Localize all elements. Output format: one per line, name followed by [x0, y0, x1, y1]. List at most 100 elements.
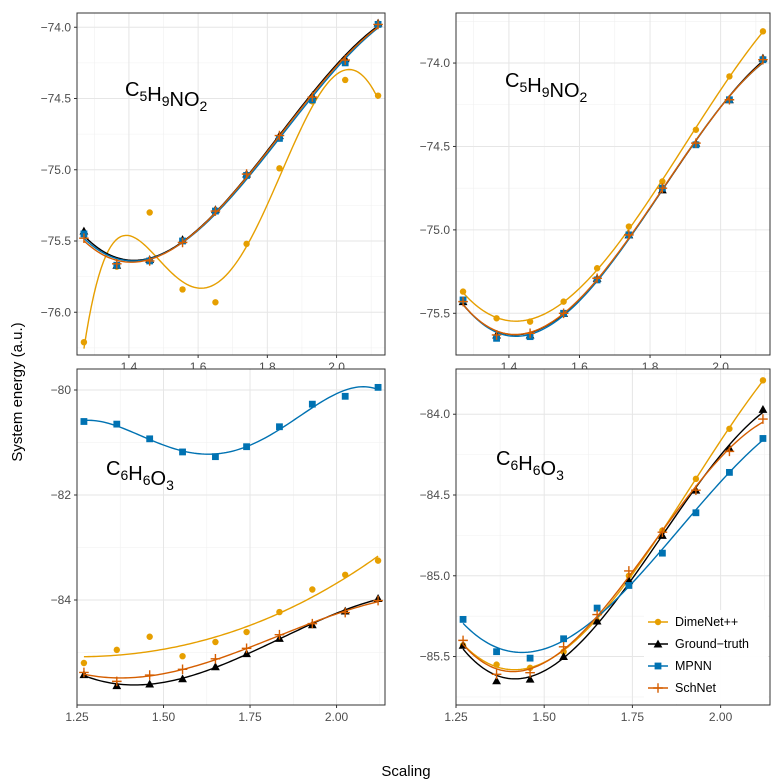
- y-tick-label: −74.5: [41, 92, 72, 106]
- point-schnet: [241, 643, 252, 654]
- point-dimenet: [342, 76, 349, 84]
- point-schnet: [241, 169, 252, 179]
- point-ground-truth: [145, 679, 155, 688]
- point-schnet: [491, 669, 502, 680]
- point-schnet: [307, 618, 318, 629]
- series-line-ground-truth: [462, 411, 764, 680]
- series-line-mpnn: [83, 27, 379, 262]
- point-dimenet: [692, 475, 700, 483]
- point-ground-truth: [211, 662, 220, 671]
- x-tick-label: 2.00: [709, 710, 733, 724]
- legend-key-marker: [653, 639, 663, 648]
- point-schnet: [458, 296, 468, 307]
- plot-area: [77, 369, 385, 705]
- y-tick-label: −74.5: [420, 139, 451, 153]
- series-line-mpnn: [83, 386, 379, 455]
- point-dimenet: [759, 28, 767, 35]
- point-schnet: [592, 273, 602, 284]
- point-schnet: [340, 55, 351, 65]
- point-schnet: [558, 642, 569, 652]
- point-schnet: [111, 676, 122, 687]
- legend: DimeNet++ Ground−truth MPNN SchNet: [644, 610, 768, 704]
- data-layer: [458, 377, 768, 685]
- point-mpnn: [212, 453, 219, 461]
- point-dimenet: [726, 73, 733, 80]
- panel-border: [455, 12, 771, 356]
- point-schnet: [458, 635, 468, 646]
- point-schnet: [657, 183, 668, 193]
- point-schnet: [592, 609, 602, 620]
- legend-item-mpnn: MPNN: [648, 659, 712, 673]
- series-line-dimenet: [83, 555, 379, 658]
- x-tick-label: 1.75: [621, 710, 645, 724]
- point-dimenet: [80, 338, 88, 346]
- y-tick-label: −74.0: [420, 56, 451, 70]
- point-mpnn: [493, 648, 500, 656]
- point-mpnn: [692, 509, 700, 517]
- y-tick-label: −84.5: [420, 488, 451, 502]
- point-dimenet: [243, 628, 250, 636]
- legend-label: Ground−truth: [675, 637, 749, 651]
- legend-item-ground-truth: Ground−truth: [648, 637, 749, 651]
- grid: [456, 13, 770, 355]
- series-line-dimenet: [462, 380, 764, 671]
- point-dimenet: [179, 652, 186, 660]
- legend-key-marker: [654, 618, 662, 626]
- point-dimenet: [459, 288, 467, 295]
- data-layer: [79, 383, 383, 690]
- point-dimenet: [493, 315, 500, 322]
- point-mpnn: [526, 654, 534, 662]
- point-schnet: [758, 54, 768, 65]
- point-dimenet: [726, 425, 733, 432]
- panel-border: [76, 12, 386, 356]
- legend-key-marker: [653, 683, 663, 693]
- point-dimenet: [625, 223, 633, 230]
- point-dimenet: [342, 571, 349, 578]
- panel-top-left: −74.0−74.5−75.0−75.5−76.01.4 1.6 1.8 2.0C5H…: [41, 12, 386, 374]
- point-dimenet: [212, 299, 219, 306]
- point-ground-truth: [758, 404, 768, 413]
- point-mpnn: [726, 468, 733, 476]
- point-schnet: [691, 138, 701, 148]
- grid: [77, 13, 385, 355]
- point-ground-truth: [559, 652, 569, 661]
- point-dimenet: [212, 638, 219, 646]
- y-tick-label: −75.0: [41, 163, 72, 177]
- plot-area: [456, 13, 770, 355]
- point-mpnn: [341, 392, 349, 400]
- point-schnet: [525, 328, 535, 339]
- x-tick-label: 2.00: [325, 710, 349, 724]
- formula-label: C5H9NO2: [505, 70, 588, 105]
- point-mpnn: [113, 420, 121, 428]
- y-tick-label: −75.5: [41, 234, 72, 248]
- legend-key-marker: [654, 662, 662, 670]
- x-tick-label: 1.50: [533, 710, 557, 724]
- point-mpnn: [560, 635, 568, 643]
- point-dimenet: [493, 661, 500, 668]
- y-tick-label: −76.0: [41, 305, 72, 319]
- y-tick-label: −84.0: [420, 407, 451, 421]
- series-line-schnet: [462, 421, 764, 673]
- point-mpnn: [146, 435, 154, 443]
- point-dimenet: [526, 318, 534, 325]
- legend-label: MPNN: [675, 659, 712, 673]
- y-tick-label: −75.0: [420, 223, 451, 237]
- point-dimenet: [243, 240, 250, 248]
- y-tick-label: −80: [51, 383, 72, 397]
- point-dimenet: [374, 557, 382, 564]
- point-dimenet: [692, 126, 700, 133]
- point-schnet: [210, 206, 221, 216]
- point-schnet: [724, 446, 735, 457]
- series-line-schnet: [83, 26, 379, 263]
- panel-border: [455, 368, 771, 706]
- point-schnet: [79, 667, 89, 678]
- point-dimenet: [276, 608, 283, 616]
- point-mpnn: [80, 418, 88, 425]
- formula-label: C6H6O3: [496, 448, 564, 483]
- series-line-dimenet: [462, 31, 764, 322]
- y-axis-title: System energy (a.u.): [9, 322, 26, 461]
- point-ground-truth: [178, 674, 187, 683]
- point-dimenet: [759, 377, 767, 384]
- point-mpnn: [658, 549, 666, 557]
